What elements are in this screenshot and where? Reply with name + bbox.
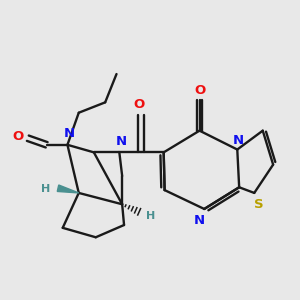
Text: N: N	[233, 134, 244, 147]
Text: H: H	[146, 211, 155, 220]
Polygon shape	[57, 185, 79, 193]
Text: S: S	[254, 198, 264, 211]
Text: N: N	[116, 136, 127, 148]
Text: N: N	[64, 127, 75, 140]
Text: O: O	[194, 84, 205, 97]
Text: O: O	[13, 130, 24, 143]
Text: H: H	[41, 184, 50, 194]
Text: O: O	[134, 98, 145, 111]
Text: N: N	[194, 214, 205, 227]
